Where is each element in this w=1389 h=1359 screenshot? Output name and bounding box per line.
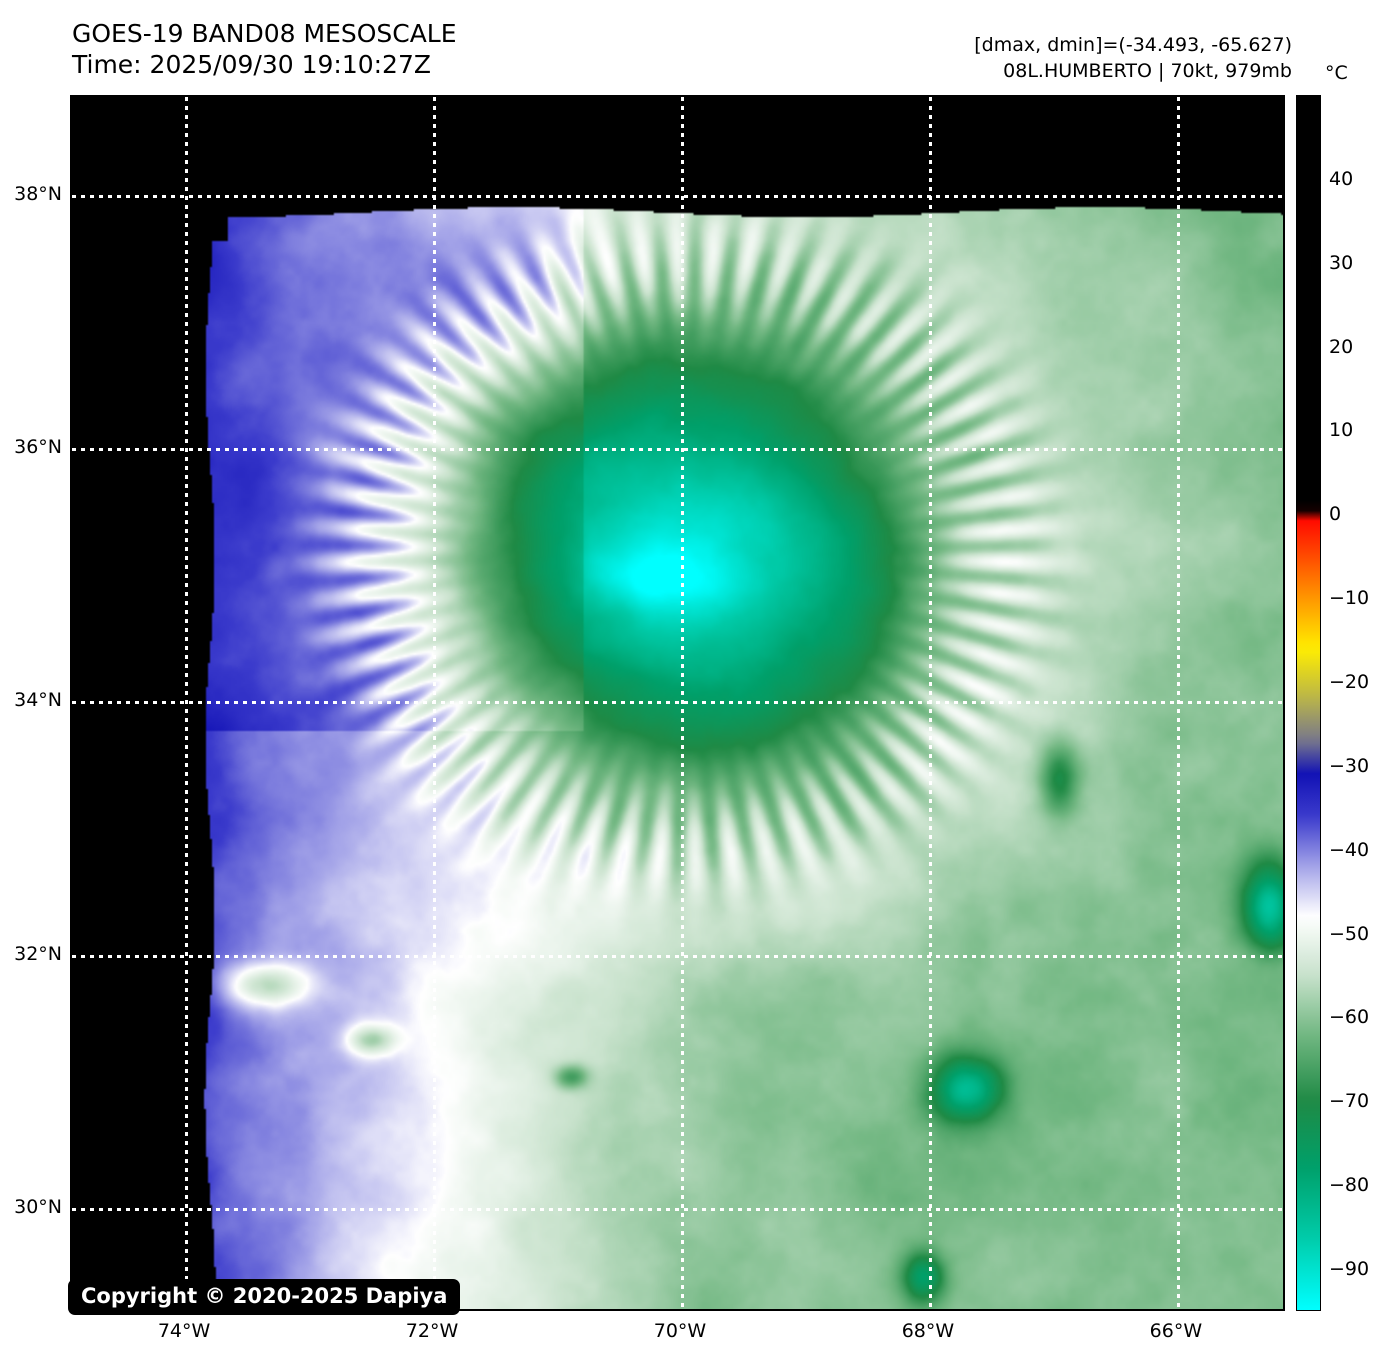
colorbar-tick-label: 10	[1329, 419, 1354, 442]
colorbar[interactable]	[1296, 95, 1321, 1311]
colorbar-tick-label: −20	[1329, 671, 1370, 694]
colorbar-tick-label: −70	[1329, 1090, 1370, 1113]
lon-tick-label: 66°W	[1149, 1320, 1203, 1342]
colorbar-tick-label: −90	[1329, 1258, 1370, 1281]
page-title: GOES-19 BAND08 MESOSCALE	[72, 19, 457, 48]
lat-tick-label: 38°N	[14, 182, 62, 205]
satellite-raster	[72, 97, 1283, 1309]
colorbar-tick-label: −30	[1329, 754, 1370, 777]
colorbar-tick-label: −80	[1329, 1174, 1370, 1197]
lat-tick-label: 30°N	[14, 1196, 62, 1219]
data-minmax-label: [dmax, dmin]=(-34.493, -65.627)	[974, 34, 1292, 56]
lat-tick-label: 34°N	[14, 689, 62, 712]
colorbar-tick-label: 0	[1329, 503, 1342, 526]
colorbar-tick-label: −60	[1329, 1006, 1370, 1029]
lon-tick-label: 68°W	[901, 1320, 955, 1342]
header-metadata-block: [dmax, dmin]=(-34.493, -65.627) 08L.HUMB…	[974, 32, 1292, 84]
lon-tick-label: 74°W	[157, 1320, 211, 1342]
colorbar-tick-label: 20	[1329, 335, 1354, 358]
colorbar-tick-label: −40	[1329, 838, 1370, 861]
colorbar-tick-label: 40	[1329, 167, 1354, 190]
colorbar-gradient	[1296, 95, 1321, 1311]
colorbar-tick-label: −10	[1329, 587, 1370, 610]
colorbar-tick-label: −50	[1329, 922, 1370, 945]
lon-tick-label: 72°W	[405, 1320, 459, 1342]
plot-inner-area	[72, 97, 1283, 1309]
storm-info-label: 08L.HUMBERTO | 70kt, 979mb	[1003, 60, 1292, 82]
colorbar-unit-label: °C	[1325, 62, 1348, 84]
satellite-image-plot[interactable]	[70, 95, 1285, 1311]
header-title-block: GOES-19 BAND08 MESOSCALE Time: 2025/09/3…	[72, 18, 457, 80]
lat-tick-label: 36°N	[14, 436, 62, 459]
timestamp-label: Time: 2025/09/30 19:10:27Z	[72, 50, 431, 79]
lat-tick-label: 32°N	[14, 942, 62, 965]
copyright-badge: Copyright © 2020-2025 Dapiya	[68, 1279, 461, 1315]
colorbar-tick-label: 30	[1329, 251, 1354, 274]
lon-tick-label: 70°W	[653, 1320, 707, 1342]
